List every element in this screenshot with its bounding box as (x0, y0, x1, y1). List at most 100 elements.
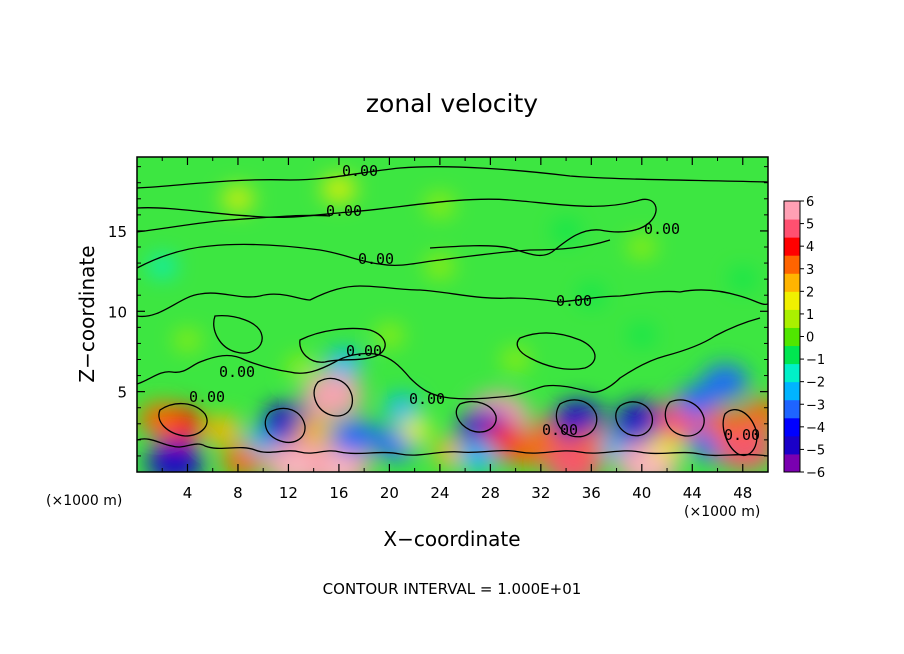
colorbar-tick-label: −1 (806, 353, 825, 368)
field-cell (703, 407, 745, 440)
contour-line (299, 327, 386, 363)
x-tick-label: 24 (430, 484, 449, 502)
contour-line (455, 401, 497, 433)
x-tick-label: 36 (582, 484, 601, 502)
colorbar-tick-label: −4 (806, 421, 825, 436)
contour-label: 0.00 (724, 426, 760, 444)
x-tick-label: 44 (683, 484, 702, 502)
contour-line (722, 409, 758, 456)
field-cell (398, 417, 432, 444)
contour-label: 0.00 (542, 421, 578, 439)
contour-interval-note: CONTOUR INTERVAL = 1.000E+01 (323, 580, 582, 598)
x-tick-label: 4 (183, 484, 193, 502)
y-tick-label: 15 (108, 223, 127, 241)
field-cell (376, 325, 403, 346)
colorbar-swatch (784, 201, 800, 220)
field-cell (330, 418, 378, 455)
contour-line (158, 403, 208, 437)
colorbar-tick-label: −5 (806, 443, 825, 458)
x-axis-label: X−coordinate (383, 527, 520, 551)
colorbar-swatch (784, 345, 800, 365)
field-cell (322, 176, 356, 203)
colorbar-swatch (784, 255, 800, 274)
y-tick-label: 10 (108, 303, 127, 321)
colorbar-swatch (784, 219, 800, 238)
contour-line (615, 401, 654, 437)
contour-line (264, 407, 306, 443)
contour-line (213, 315, 263, 354)
x-tick-label: 48 (733, 484, 752, 502)
plot-frame (136, 156, 769, 473)
contour-label: 0.00 (219, 363, 255, 381)
field-cell (628, 236, 655, 258)
field-cell (701, 363, 749, 401)
colorbar-swatch (784, 417, 800, 437)
colorbar-swatch (784, 309, 800, 328)
colorbar-tick-label: 0 (806, 331, 814, 346)
field-cell (741, 398, 768, 430)
colorbar-tick-label: 2 (806, 285, 814, 300)
contour-line (137, 438, 768, 457)
contour-line (313, 377, 354, 417)
colorbar-swatch (784, 453, 800, 473)
field-cell (553, 220, 579, 242)
contour-line (137, 214, 331, 233)
x-tick-label: 28 (481, 484, 500, 502)
contour-line (137, 239, 611, 269)
contour-line (137, 285, 768, 318)
colorbar-tick-label: −2 (806, 376, 825, 391)
field-cell (457, 440, 498, 472)
contour-label: 0.00 (342, 162, 378, 180)
field-cell (204, 415, 242, 445)
colorbar-tick-label: 1 (806, 308, 814, 323)
contour-line (664, 399, 705, 437)
colorbar-swatch (784, 381, 800, 401)
field-cell (612, 401, 671, 447)
colorbar-tick-label: −6 (806, 466, 825, 481)
colorbar-swatch (784, 399, 800, 419)
contour-label: 0.00 (556, 292, 592, 310)
y-tick-label: 5 (117, 384, 127, 402)
field-cell (426, 194, 454, 216)
contour-line (516, 332, 596, 370)
x-unit-right: (×1000 m) (684, 504, 760, 520)
colorbar-tick-label: −3 (806, 398, 825, 413)
field-cell (384, 394, 420, 422)
colorbar-swatch (784, 435, 800, 455)
x-unit-left: (×1000 m) (46, 493, 122, 509)
field-cell (629, 325, 654, 345)
x-tick-label: 40 (632, 484, 651, 502)
colorbar-tick-label: 6 (806, 195, 814, 210)
colorbar-tick-label: 3 (806, 263, 814, 278)
contour-line (137, 317, 761, 400)
colorbar-swatch (784, 363, 800, 383)
x-tick-label: 8 (233, 484, 243, 502)
field-cell (641, 461, 656, 470)
x-tick-label: 20 (380, 484, 399, 502)
colorbar-swatch (784, 327, 800, 347)
contour-label: 0.00 (644, 220, 680, 238)
colorbar-tick-label: 4 (806, 240, 814, 255)
colorbar-tick-label: 5 (806, 218, 814, 233)
field-cell (146, 440, 204, 472)
colorbar: 6 5 4 3 2 1 0 −1 −2 −3 −4 −5 −6 (783, 195, 825, 481)
field-cell (175, 330, 200, 350)
contour-label: 0.00 (409, 390, 445, 408)
contour-label: 0.00 (358, 250, 394, 268)
field-cell (148, 255, 177, 278)
contour-line (137, 198, 657, 256)
field-cell (502, 349, 529, 370)
colorbar-swatch (784, 291, 800, 310)
contour-label: 0.00 (346, 342, 382, 360)
field-cell (579, 285, 604, 305)
chart-title: zonal velocity (366, 89, 538, 118)
field-cell (730, 269, 755, 289)
contour-label: 0.00 (326, 202, 362, 220)
x-tick-label: 12 (279, 484, 298, 502)
contour-line (137, 166, 768, 189)
x-tick-label: 32 (531, 484, 550, 502)
colorbar-swatch (784, 237, 800, 256)
contour-line (555, 399, 598, 438)
plot-area: 0.00 0.00 0.00 0.00 0.00 0.00 0.00 0.00 0.00 0.00… (137, 157, 768, 472)
